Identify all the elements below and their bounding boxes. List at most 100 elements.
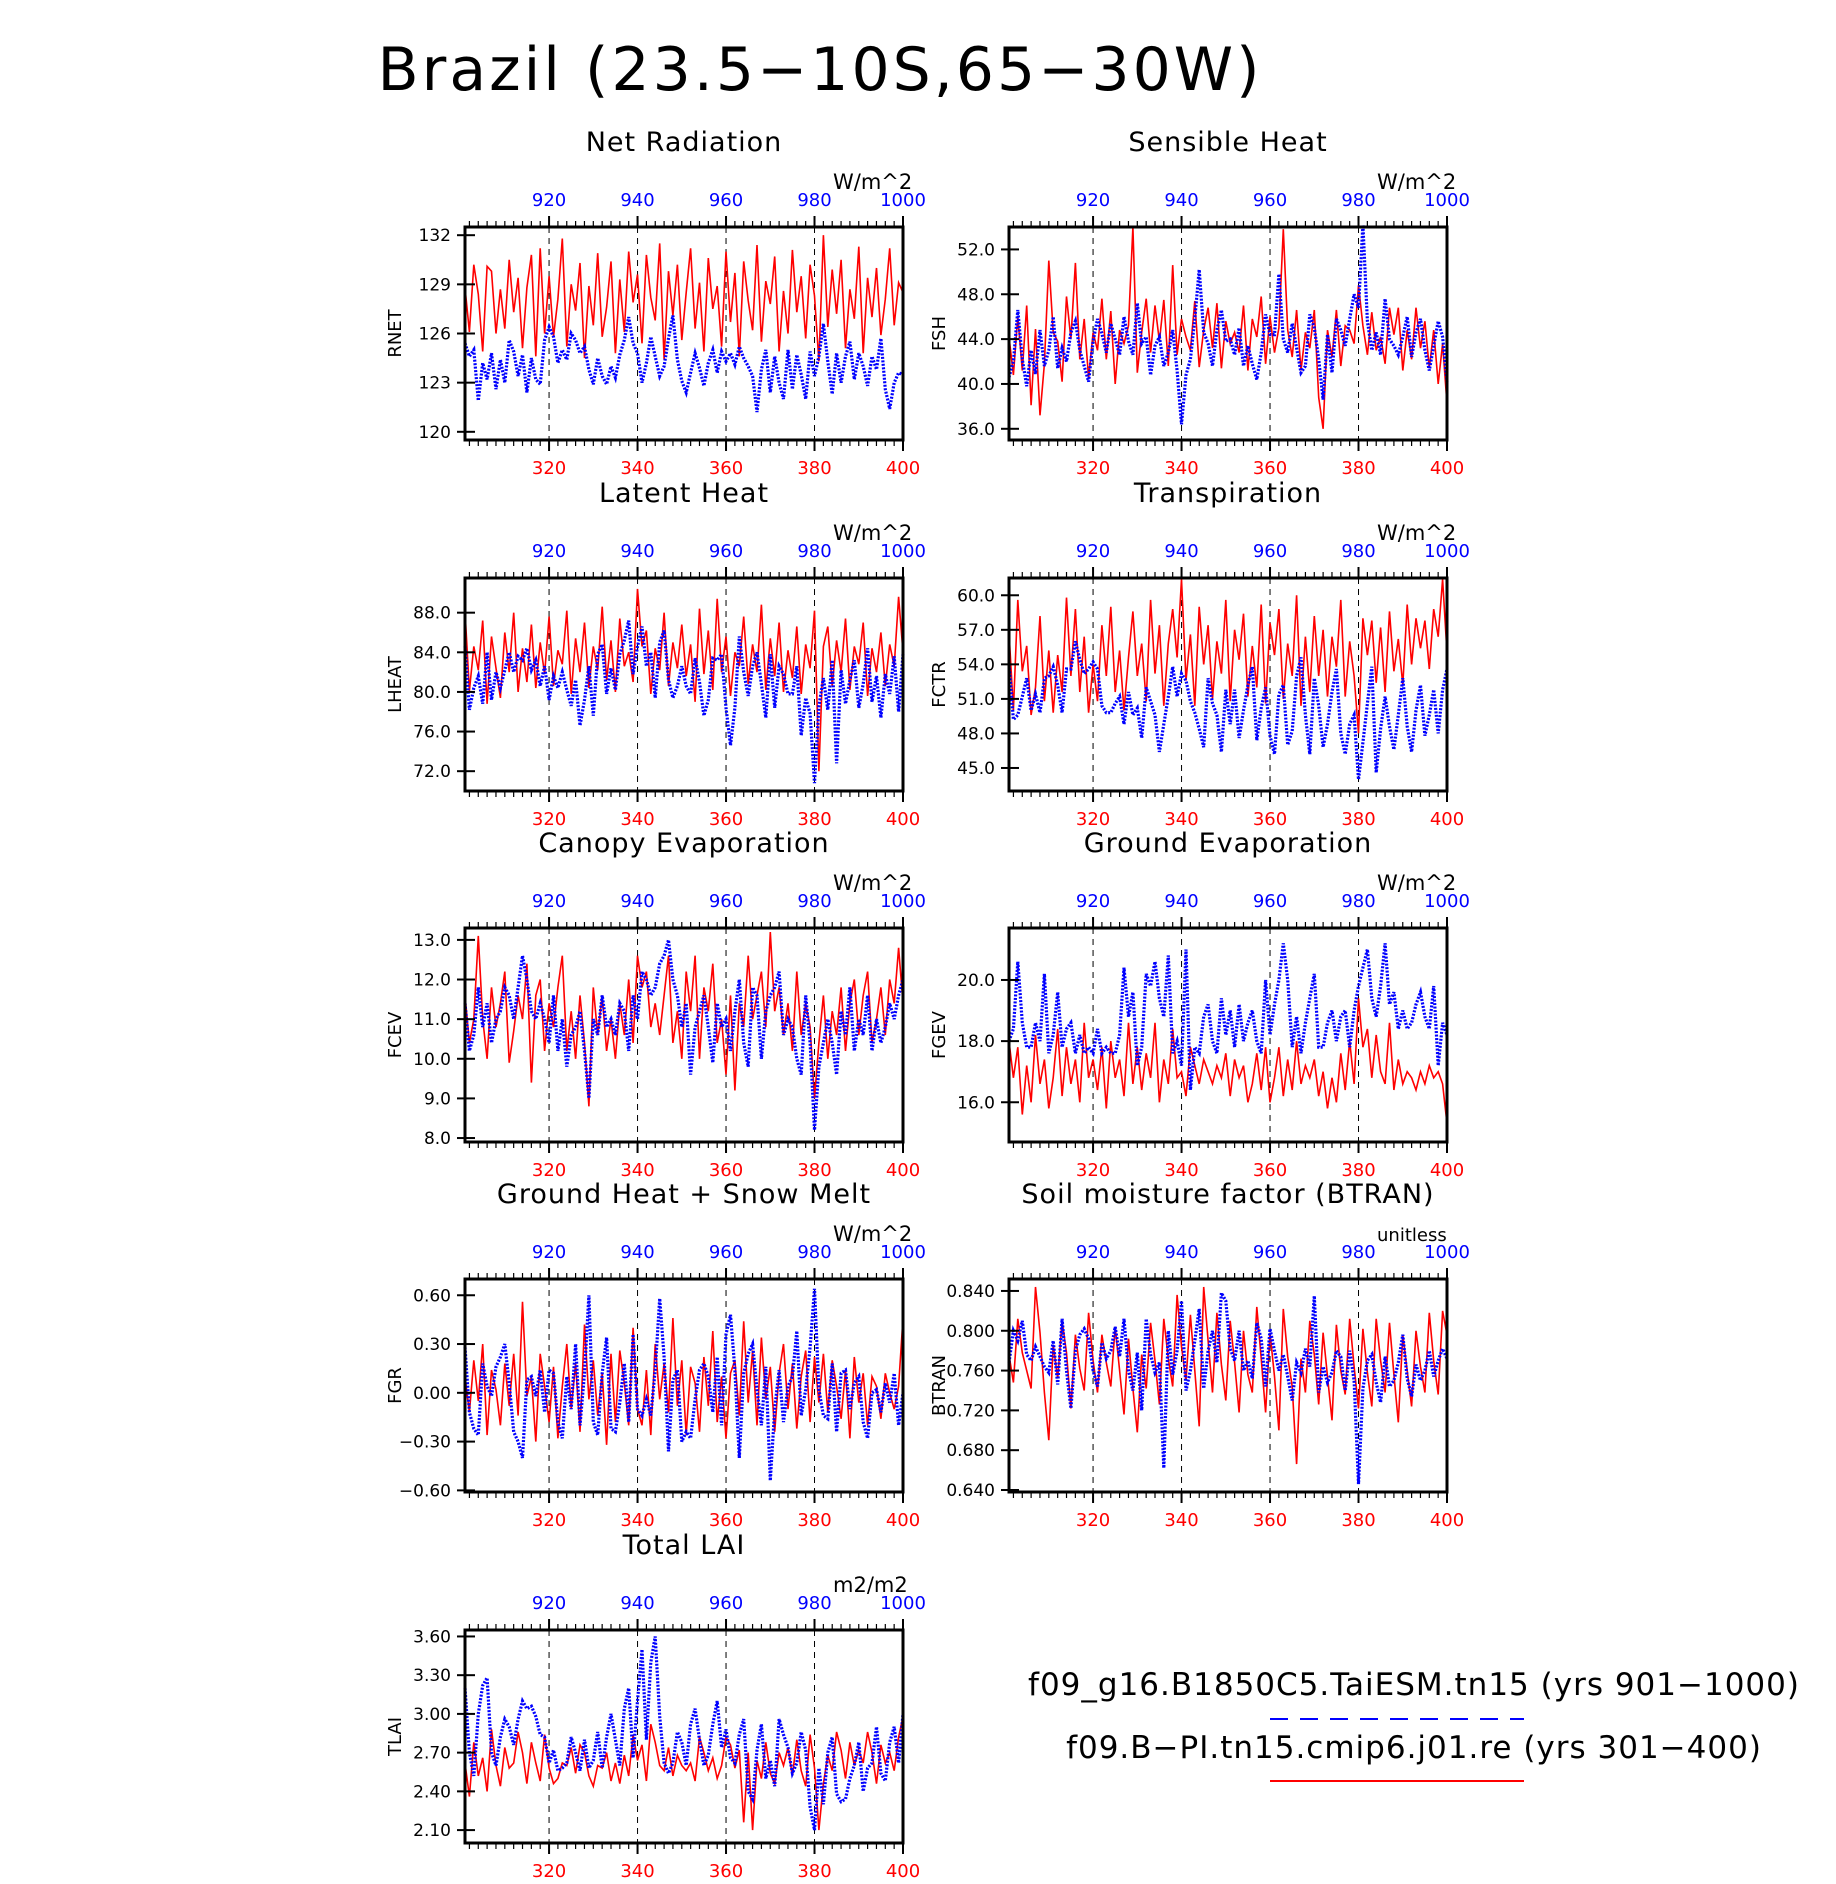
y-tick-label: 45.0 — [957, 759, 995, 779]
x-top-tick-label: 960 — [1253, 190, 1287, 211]
ref-series-line — [1008, 998, 1448, 1124]
y-tick-label: 8.0 — [424, 1129, 451, 1149]
x-top-tick-label: 1000 — [880, 1593, 926, 1614]
y-tick-label: 11.0 — [413, 1010, 451, 1030]
panel-title: Ground Heat + Snow Melt — [497, 1179, 871, 1210]
x-top-tick-label: 960 — [709, 1242, 743, 1263]
x-tick-label: 320 — [1076, 809, 1110, 830]
x-tick-label: 320 — [1076, 1510, 1110, 1531]
y-tick-label: 44.0 — [957, 330, 995, 350]
x-tick-label: 320 — [532, 1510, 566, 1531]
x-tick-label: 380 — [1341, 458, 1375, 479]
y-tick-label: 51.0 — [957, 690, 995, 710]
x-top-tick-label: 920 — [532, 891, 566, 912]
y-axis-label: BTRAN — [929, 1355, 950, 1416]
x-tick-label: 400 — [886, 1160, 920, 1181]
x-top-tick-label: 920 — [1076, 891, 1110, 912]
y-axis-label: FGEV — [929, 1010, 950, 1059]
x-tick-label: 400 — [886, 1861, 920, 1882]
plot-frame — [1007, 225, 1449, 442]
y-tick-label: 60.0 — [957, 586, 995, 606]
x-tick-label: 360 — [1253, 1510, 1287, 1531]
y-tick-label: 13.0 — [413, 931, 451, 951]
panel-soil-moisture-factor-btran: Soil moisture factor (BTRAN) unitless 320 3… — [929, 1179, 1470, 1531]
x-tick-label: 340 — [1164, 1160, 1198, 1181]
x-top-tick-label: 980 — [797, 1593, 831, 1614]
x-tick-label: 400 — [886, 1510, 920, 1531]
case-series-line — [1007, 943, 1449, 1091]
panel-grid: Net Radiation W/m^2 320 340 360 380 400 920 940 9… — [385, 127, 1470, 1882]
y-tick-label: 84.0 — [413, 643, 451, 663]
x-tick-label: 340 — [620, 1510, 654, 1531]
x-top-tick-label: 960 — [709, 541, 743, 562]
y-tick-label: 2.40 — [413, 1782, 451, 1802]
y-tick-label: 48.0 — [957, 285, 995, 305]
x-top-tick-label: 960 — [709, 1593, 743, 1614]
x-top-tick-label: 980 — [797, 190, 831, 211]
x-tick-label: 360 — [709, 458, 743, 479]
y-tick-label: 0.60 — [413, 1286, 451, 1306]
y-tick-label: 12.0 — [413, 971, 451, 991]
case-series-line — [1007, 224, 1449, 425]
ref-series-line — [1008, 226, 1448, 429]
units-label: W/m^2 — [833, 1222, 912, 1246]
y-tick-label: 18.0 — [957, 1032, 995, 1052]
x-top-tick-label: 940 — [620, 1242, 654, 1263]
y-tick-label: 3.60 — [413, 1627, 451, 1647]
x-tick-label: 400 — [886, 809, 920, 830]
x-tick-label: 360 — [1253, 1160, 1287, 1181]
x-top-tick-label: 940 — [1164, 891, 1198, 912]
y-tick-label: 0.00 — [413, 1384, 451, 1404]
x-top-tick-label: 920 — [532, 541, 566, 562]
x-top-tick-label: 920 — [1076, 1242, 1110, 1263]
x-top-tick-label: 1000 — [880, 1242, 926, 1263]
x-tick-label: 340 — [620, 1160, 654, 1181]
ref-series-line — [464, 588, 904, 772]
panel-title: Net Radiation — [586, 127, 783, 158]
y-tick-label: 88.0 — [413, 604, 451, 624]
case-series-line — [1007, 640, 1449, 780]
units-label: W/m^2 — [1377, 170, 1456, 194]
panel-ground-heat-snow-melt: Ground Heat + Snow Melt W/m^2 320 340 360 380… — [385, 1179, 926, 1531]
x-tick-label: 400 — [886, 458, 920, 479]
panel-sensible-heat: Sensible Heat W/m^2 320 340 360 380 400 920 940 9… — [929, 127, 1470, 479]
units-label: W/m^2 — [833, 170, 912, 194]
plot-frame — [463, 1277, 905, 1494]
x-top-tick-label: 940 — [1164, 1242, 1198, 1263]
y-tick-label: 48.0 — [957, 724, 995, 744]
x-top-tick-label: 920 — [532, 1593, 566, 1614]
legend-ref-label: f09.B−PI.tn15.cmip6.j01.re (yrs 301−400) — [1066, 1730, 1762, 1766]
x-top-tick-label: 940 — [620, 190, 654, 211]
panel-title: Total LAI — [622, 1530, 746, 1561]
units-label: W/m^2 — [1377, 521, 1456, 545]
x-tick-label: 340 — [620, 809, 654, 830]
y-axis-label: TLAI — [385, 1717, 406, 1757]
x-tick-label: 380 — [1341, 1510, 1375, 1531]
x-top-tick-label: 960 — [1253, 1242, 1287, 1263]
x-tick-label: 360 — [1253, 458, 1287, 479]
panel-total-lai: Total LAI m2/m2 320 340 360 380 400 920 940 960 98… — [385, 1530, 926, 1882]
y-tick-label: 120 — [419, 423, 451, 443]
x-top-tick-label: 980 — [797, 891, 831, 912]
x-top-tick-label: 920 — [1076, 190, 1110, 211]
y-tick-label: 16.0 — [957, 1093, 995, 1113]
case-series-line — [463, 1636, 905, 1831]
y-tick-label: 3.30 — [413, 1666, 451, 1686]
y-axis-label: FCTR — [929, 661, 950, 707]
y-tick-label: 10.0 — [413, 1050, 451, 1070]
y-tick-label: 2.10 — [413, 1821, 451, 1841]
case-series-line — [1007, 1287, 1449, 1485]
x-tick-label: 380 — [797, 1861, 831, 1882]
x-tick-label: 320 — [532, 1160, 566, 1181]
panel-title: Latent Heat — [599, 478, 769, 509]
y-tick-label: 54.0 — [957, 655, 995, 675]
x-tick-label: 380 — [797, 1510, 831, 1531]
y-tick-label: 76.0 — [413, 723, 451, 743]
x-tick-label: 320 — [1076, 1160, 1110, 1181]
x-top-tick-label: 1000 — [1424, 891, 1470, 912]
x-tick-label: 340 — [620, 1861, 654, 1882]
x-top-tick-label: 940 — [620, 891, 654, 912]
case-series-line — [463, 939, 905, 1131]
x-top-tick-label: 1000 — [1424, 190, 1470, 211]
x-tick-label: 340 — [1164, 809, 1198, 830]
